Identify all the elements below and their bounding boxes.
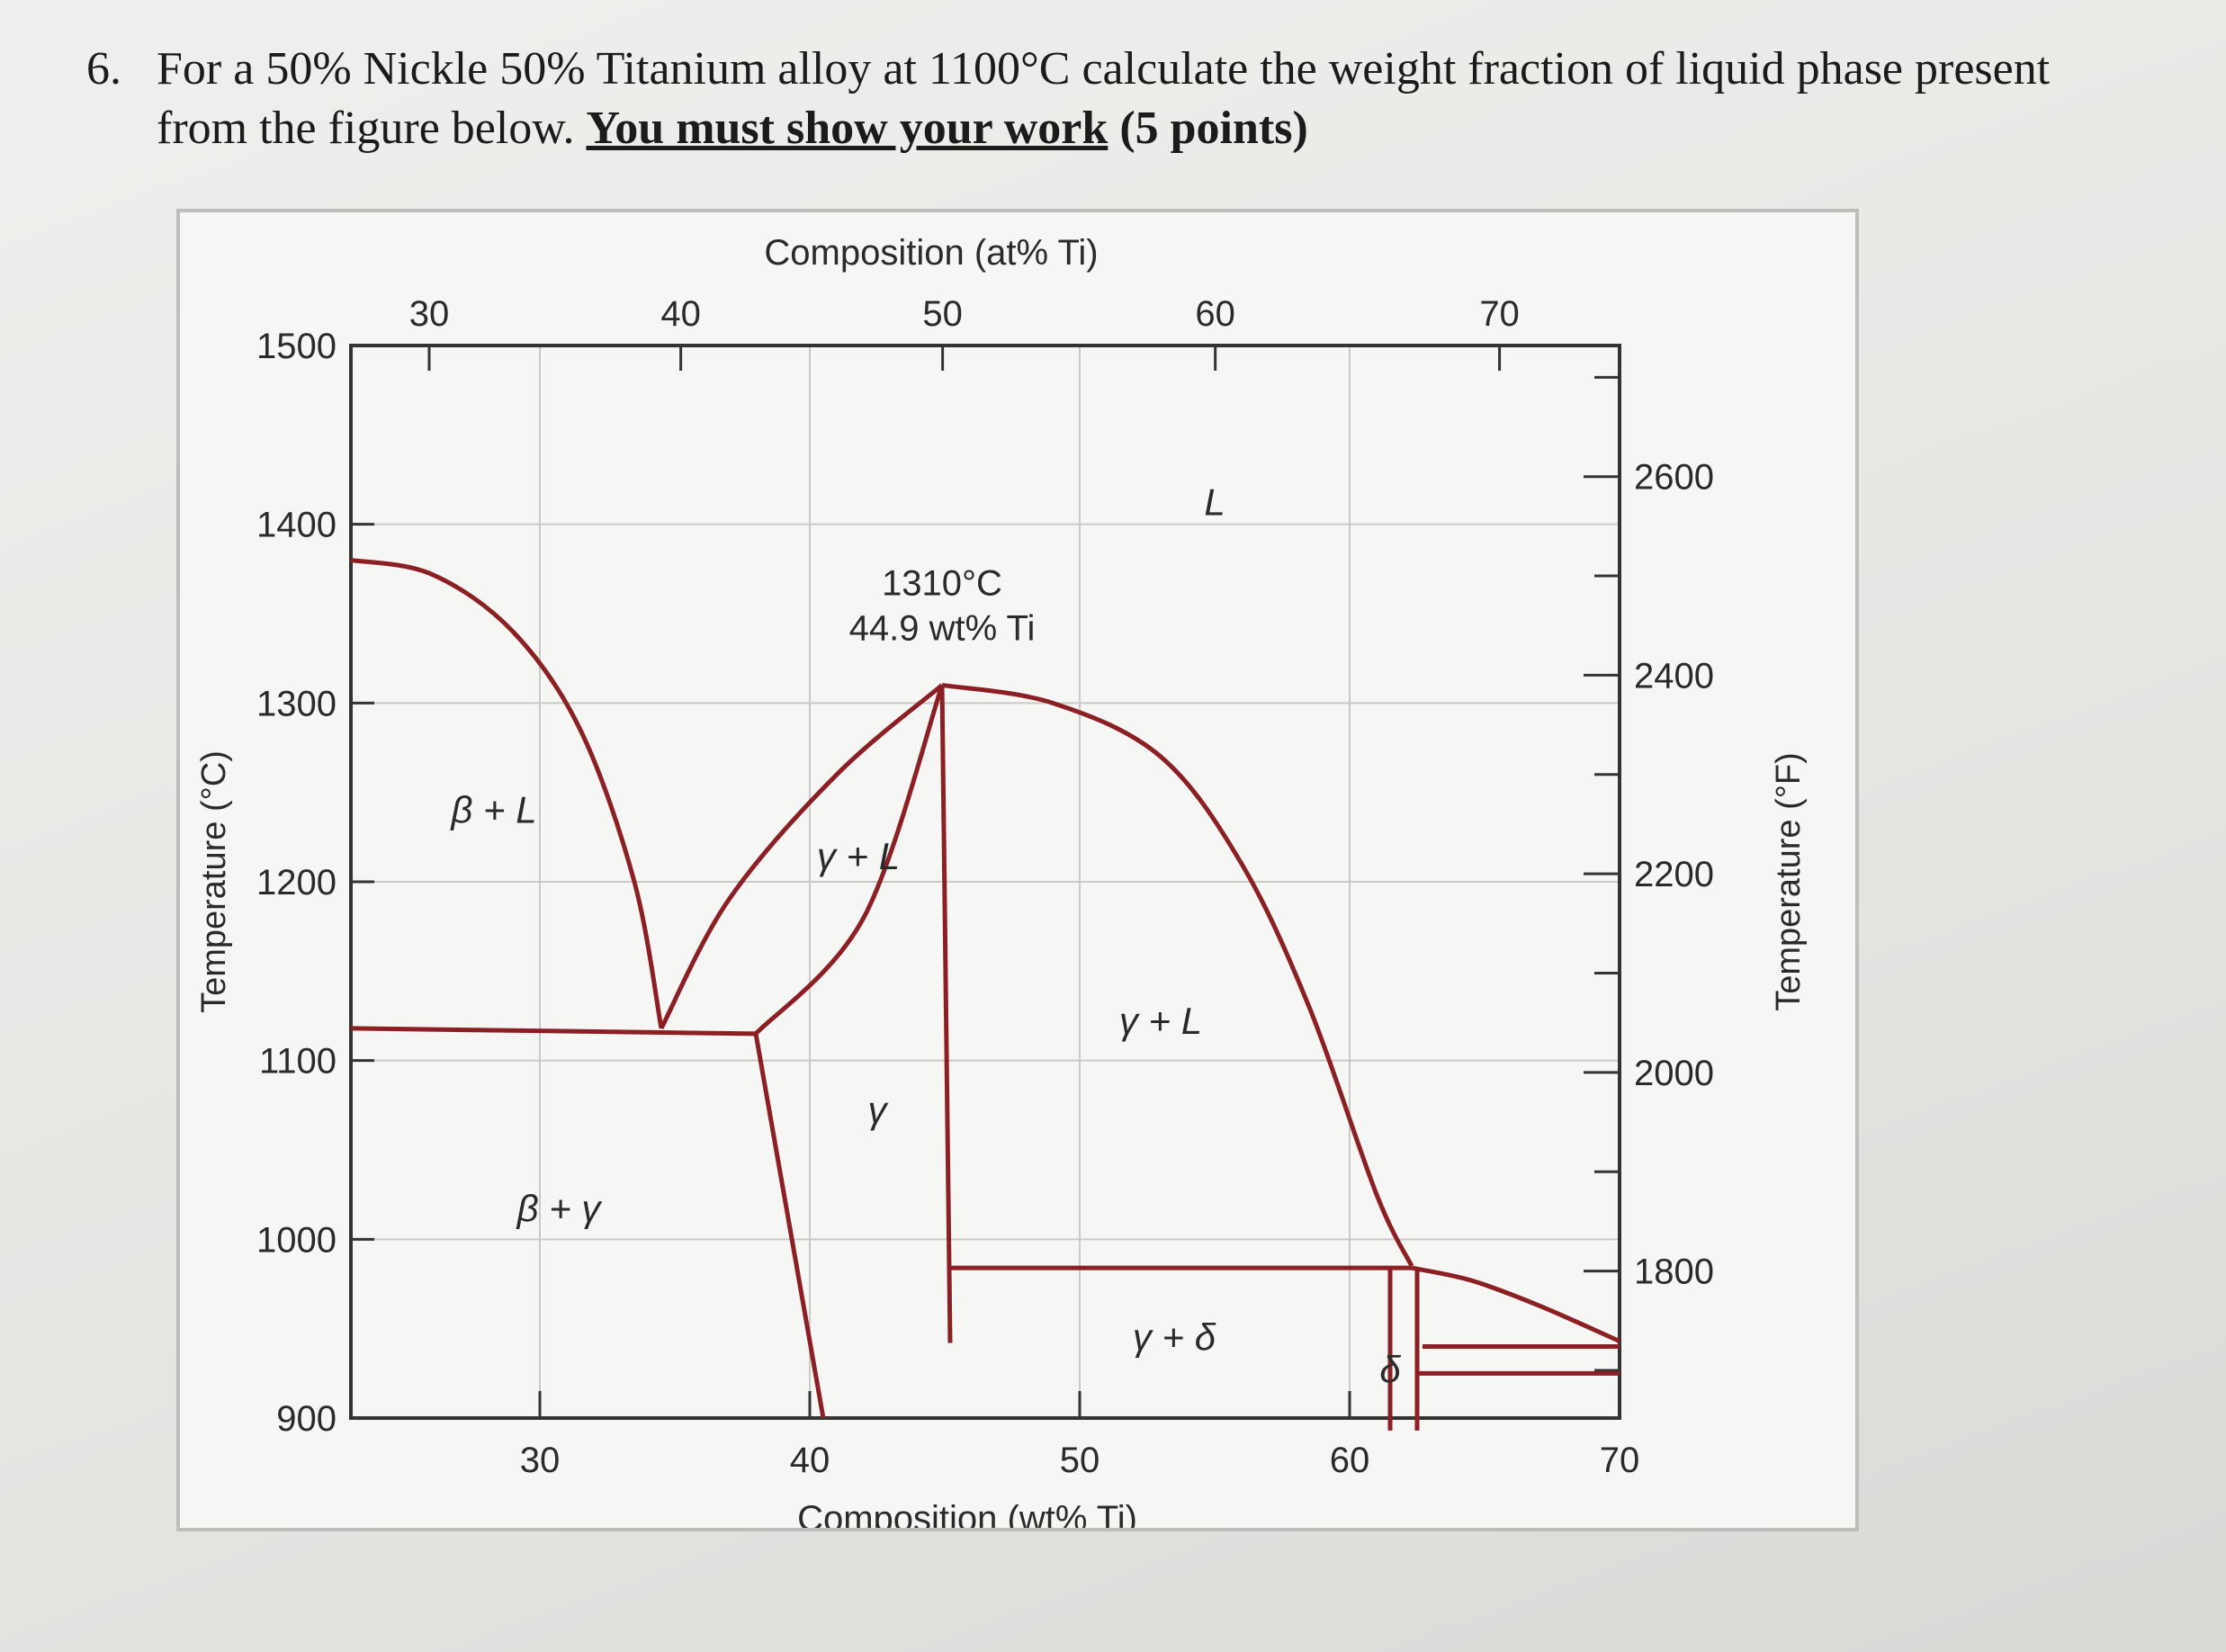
max-comp-label: 44.9 wt% Ti <box>849 608 1036 648</box>
phase-label-1: β + L <box>449 788 536 830</box>
phase-label-0: L <box>1204 481 1225 524</box>
tick-label-f-2200: 2200 <box>1634 855 1714 894</box>
tick-label-c-1200: 1200 <box>256 863 337 902</box>
tick-label-f-2000: 2000 <box>1634 1054 1714 1093</box>
y-axis-label-c: Temperature (°C) <box>195 750 233 1013</box>
tick-label-c-900: 900 <box>276 1399 337 1439</box>
tick-label-f-1800: 1800 <box>1634 1252 1714 1292</box>
phase-label-6: γ + δ <box>1133 1316 1216 1359</box>
tick-label-wt-30: 30 <box>520 1441 561 1480</box>
tick-label-wt-70: 70 <box>1600 1441 1640 1480</box>
tick-label-at-70: 70 <box>1479 294 1520 334</box>
figure-frame: 900 1000 1100 1200 1300 1400 1500 Temperature (… <box>176 209 1859 1531</box>
y-axis-label-f: Temperature (°F) <box>1770 752 1808 1011</box>
tick-label-f-2400: 2400 <box>1634 656 1714 696</box>
question-number: 6. <box>86 43 121 94</box>
boundary-gamma-right-liquidus <box>941 682 1414 1268</box>
tick-label-c-1400: 1400 <box>256 506 337 545</box>
phase-label-2: γ + L <box>817 835 900 877</box>
tick-label-at-40: 40 <box>660 294 701 334</box>
tick-label-at-60: 60 <box>1195 294 1235 334</box>
question-line-2: from the figure below. You must show you… <box>86 99 2183 158</box>
tick-label-c-1300: 1300 <box>256 684 337 723</box>
tick-label-f-2600: 2600 <box>1634 458 1714 498</box>
boundary-eutectic-left <box>350 1026 757 1037</box>
boundary-gamma-left-liquidus <box>659 683 944 1030</box>
question-line-1: 6. For a 50% Nickle 50% Titanium alloy at… <box>86 40 2183 99</box>
phase-label-4: γ <box>868 1089 889 1131</box>
phase-diagram: 900 1000 1100 1200 1300 1400 1500 Temperature (… <box>195 233 1808 1528</box>
tick-label-c-1500: 1500 <box>256 327 337 366</box>
tick-label-c-1100: 1100 <box>259 1042 337 1082</box>
points-text: (5 points) <box>1119 103 1308 154</box>
question-text: 6. For a 50% Nickle 50% Titanium alloy at… <box>86 40 2183 158</box>
tick-label-wt-60: 60 <box>1330 1441 1370 1480</box>
max-temp-label: 1310°C <box>882 563 1002 603</box>
requirement-text: You must show your work <box>586 103 1109 154</box>
tick-label-wt-50: 50 <box>1060 1441 1100 1480</box>
x-axis-label-wt: Composition (wt% Ti) <box>797 1499 1137 1528</box>
x-axis-label-at: Composition (at% Ti) <box>764 233 1098 273</box>
boundary-gamma-solvus <box>753 1033 826 1419</box>
boundary-gamma-right-solidus <box>939 685 953 1343</box>
question-line-2-text: from the figure below. <box>157 103 575 154</box>
boundary-gamma-left-solidus <box>754 684 945 1036</box>
tick-label-wt-40: 40 <box>790 1441 830 1480</box>
question-line-1-text: For a 50% Nickle 50% Titanium alloy at 1… <box>157 43 2051 94</box>
phase-label-5: β + γ <box>516 1187 603 1229</box>
tick-label-at-50: 50 <box>922 294 963 334</box>
tick-label-at-30: 30 <box>409 294 450 334</box>
boundary-beta-liquidus <box>350 557 664 1029</box>
boundary-delta-liquidus <box>1411 1265 1621 1343</box>
phase-label-3: γ + L <box>1119 1000 1202 1042</box>
tick-label-c-1000: 1000 <box>256 1220 337 1260</box>
phase-label-7: δ <box>1379 1348 1401 1390</box>
